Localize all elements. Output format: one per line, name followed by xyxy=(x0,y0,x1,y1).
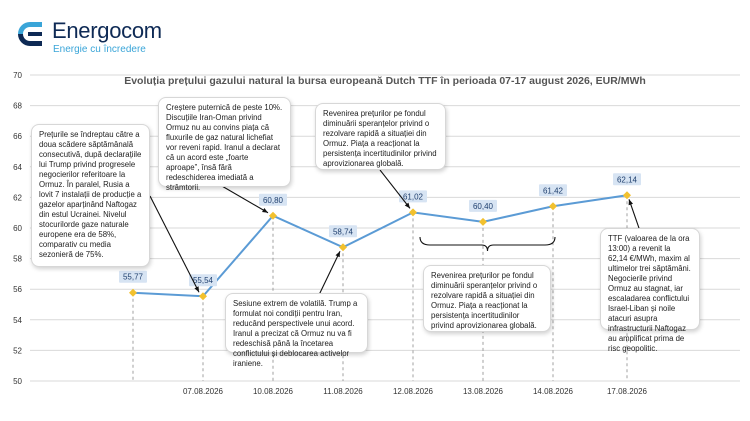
annotation-box-6: TTF (valoarea de la ora 13:00) a revenit… xyxy=(600,228,700,353)
data-point-marker xyxy=(199,292,207,301)
pointer-arrowhead xyxy=(628,199,634,206)
y-tick-label: 58 xyxy=(13,255,22,264)
y-tick-label: 56 xyxy=(13,285,22,294)
data-label: 61,42 xyxy=(543,186,564,195)
pointer-arrow xyxy=(628,199,641,232)
x-tick-label: 10.08.2026 xyxy=(253,387,294,396)
annotation-box-4: Sesiune extrem de volatilă. Trump a form… xyxy=(225,293,368,368)
x-tick-label: 14.08.2026 xyxy=(533,387,574,396)
data-label-bg xyxy=(119,270,147,283)
annotation-pointers xyxy=(149,169,641,298)
data-label-bg xyxy=(539,184,567,197)
data-label-bg xyxy=(329,225,357,238)
annotation-text: TTF (valoarea de la ora 13:00) a revenit… xyxy=(608,234,691,353)
energocom-logo-icon xyxy=(18,22,42,46)
pointer-arrow xyxy=(149,195,200,293)
x-tick-label: 13.08.2026 xyxy=(463,387,504,396)
data-labels: 55,77 55,54 60,80 58,74 61,02 60,40 61,42 62,14 xyxy=(119,173,641,287)
annotation-box-5: Revenirea prețurilor pe fondul diminuări… xyxy=(423,265,551,332)
data-label: 61,02 xyxy=(403,192,424,201)
annotation-text: Creștere puternică de peste 10%. Discuți… xyxy=(166,103,283,192)
pointer-arrow xyxy=(317,251,341,298)
chart-title: Evoluția prețului gazului natural la bur… xyxy=(124,75,646,87)
brand-logo: Energocom Energie cu încredere xyxy=(14,18,214,58)
range-brace xyxy=(419,236,556,252)
y-tick-label: 50 xyxy=(13,377,22,386)
data-point-marker xyxy=(479,217,487,226)
data-label-bg xyxy=(189,274,217,287)
data-point-marker xyxy=(129,288,137,297)
pointer-arrowhead xyxy=(194,286,199,293)
pointer-arrow xyxy=(214,181,269,214)
y-axis: 50 52 54 56 58 60 62 64 66 68 70 xyxy=(13,71,22,386)
annotation-text: Prețurile se îndreptau către a doua scăd… xyxy=(39,130,142,259)
annotation-text: Sesiune extrem de volatilă. Trump a form… xyxy=(233,299,358,368)
y-tick-label: 62 xyxy=(13,193,22,202)
y-tick-label: 54 xyxy=(13,316,22,325)
y-tick-label: 70 xyxy=(13,71,22,80)
data-point-marker xyxy=(269,211,277,220)
annotation-box-2: Creștere puternică de peste 10%. Discuți… xyxy=(158,97,291,192)
pointer-arrowhead xyxy=(335,251,340,258)
data-label: 55,54 xyxy=(193,276,214,285)
x-tick-label: 11.08.2026 xyxy=(323,387,363,396)
annotation-text: Revenirea prețurilor pe fondul diminuări… xyxy=(431,271,538,330)
pointer-arrowhead xyxy=(404,202,410,209)
data-label: 55,77 xyxy=(123,273,144,282)
drop-lines xyxy=(132,195,628,381)
data-label: 62,14 xyxy=(617,175,638,184)
pointer-arrow xyxy=(379,169,411,209)
brand-tagline: Energie cu încredere xyxy=(53,44,146,55)
annotation-box-1: Prețurile se îndreptau către a doua scăd… xyxy=(31,124,150,267)
data-label: 60,40 xyxy=(473,202,494,211)
x-tick-label: 17.08.2026 xyxy=(607,387,648,396)
data-point-marker xyxy=(549,202,557,211)
y-tick-label: 68 xyxy=(13,102,22,111)
annotation-text: Revenirea prețurilor pe fondul diminuări… xyxy=(323,109,437,168)
y-tick-label: 64 xyxy=(13,163,22,172)
data-label-bg xyxy=(399,190,427,203)
data-label-bg xyxy=(469,199,497,212)
annotation-box-3: Revenirea prețurilor pe fondul diminuări… xyxy=(315,103,446,170)
y-tick-label: 52 xyxy=(13,346,22,355)
data-label: 58,74 xyxy=(333,227,354,236)
y-tick-label: 60 xyxy=(13,224,22,233)
data-point-marker xyxy=(409,208,417,217)
data-point-marker xyxy=(623,191,631,200)
data-label: 60,80 xyxy=(263,196,284,205)
x-tick-label: 07.08.2026 xyxy=(183,387,224,396)
x-tick-label: 12.08.2026 xyxy=(393,387,434,396)
data-label-bg xyxy=(259,193,287,206)
x-axis: 07.08.2026 10.08.2026 11.08.2026 12.08.2026… xyxy=(183,387,648,396)
brand-name: Energocom xyxy=(52,18,162,43)
data-point-marker xyxy=(339,243,347,252)
data-label-bg xyxy=(613,173,641,186)
pointer-arrowhead xyxy=(262,207,268,213)
markers xyxy=(129,191,631,301)
y-tick-label: 66 xyxy=(13,132,22,141)
